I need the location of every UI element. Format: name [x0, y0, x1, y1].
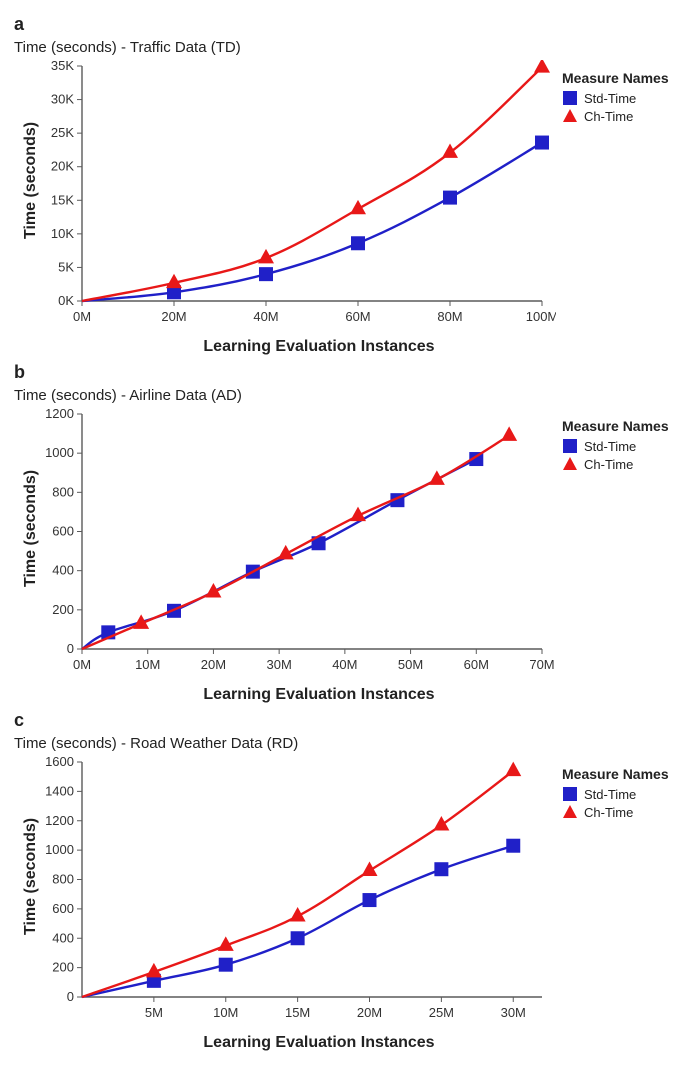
- plot-area: Time (seconds) 0K 5K 10K 15K 20K 25K 30K 35K 0M…: [8, 60, 556, 356]
- svg-text:1600: 1600: [45, 756, 74, 769]
- svg-text:0K: 0K: [58, 293, 74, 308]
- svg-text:100M: 100M: [526, 309, 556, 324]
- svg-text:0M: 0M: [73, 657, 91, 672]
- svg-text:10M: 10M: [213, 1005, 238, 1020]
- figure-root: a Time (seconds) - Traffic Data (TD) Tim…: [8, 14, 677, 1052]
- svg-text:50M: 50M: [398, 657, 423, 672]
- square-icon: [562, 438, 578, 454]
- legend: Measure Names Std-Time Ch-Time: [562, 408, 685, 474]
- svg-text:1200: 1200: [45, 813, 74, 828]
- panel-subtitle: Time (seconds) - Road Weather Data (RD): [14, 735, 677, 752]
- legend-item-label: Std-Time: [584, 91, 636, 106]
- y-axis-label: Time (seconds): [22, 121, 40, 238]
- svg-text:1000: 1000: [45, 445, 74, 460]
- legend-title: Measure Names: [562, 418, 685, 434]
- svg-text:10M: 10M: [135, 657, 160, 672]
- svg-text:400: 400: [52, 930, 74, 945]
- plot-area: Time (seconds) 0 200 400 600 800 1000 1200 1400…: [8, 756, 556, 1052]
- svg-text:40M: 40M: [253, 309, 278, 324]
- legend-item-ch: Ch-Time: [562, 804, 685, 820]
- chart-svg: 0K 5K 10K 15K 20K 25K 30K 35K 0M 20M 40M 60M 80M 100…: [8, 60, 556, 331]
- svg-text:5K: 5K: [58, 259, 74, 274]
- panel-a: a Time (seconds) - Traffic Data (TD) Tim…: [8, 14, 677, 356]
- svg-text:0M: 0M: [73, 309, 91, 324]
- square-icon: [562, 786, 578, 802]
- svg-text:20M: 20M: [201, 657, 226, 672]
- legend: Measure Names Std-Time Ch-Time: [562, 60, 685, 126]
- svg-text:20M: 20M: [161, 309, 186, 324]
- legend-item-label: Ch-Time: [584, 805, 633, 820]
- panel-c: c Time (seconds) - Road Weather Data (RD…: [8, 710, 677, 1052]
- legend-item-ch: Ch-Time: [562, 108, 685, 124]
- svg-text:80M: 80M: [437, 309, 462, 324]
- svg-text:1400: 1400: [45, 783, 74, 798]
- panel-letter: c: [14, 710, 677, 731]
- svg-text:1200: 1200: [45, 408, 74, 421]
- svg-text:800: 800: [52, 872, 74, 887]
- triangle-icon: [562, 456, 578, 472]
- svg-text:800: 800: [52, 484, 74, 499]
- svg-text:25K: 25K: [51, 125, 74, 140]
- svg-text:5M: 5M: [145, 1005, 163, 1020]
- svg-text:200: 200: [52, 602, 74, 617]
- svg-text:30K: 30K: [51, 92, 74, 107]
- svg-text:1000: 1000: [45, 842, 74, 857]
- svg-text:600: 600: [52, 524, 74, 539]
- svg-text:25M: 25M: [429, 1005, 454, 1020]
- chart-svg: 0 200 400 600 800 1000 1200 1400 1600 5M 10M 15M 20…: [8, 756, 556, 1027]
- chart-svg: 0 200 400 600 800 1000 1200 0M 10M 20M 30M 40M 50M 6…: [8, 408, 556, 679]
- svg-text:60M: 60M: [464, 657, 489, 672]
- svg-text:15K: 15K: [51, 192, 74, 207]
- legend-title: Measure Names: [562, 70, 685, 86]
- svg-text:35K: 35K: [51, 60, 74, 73]
- legend-item-std: Std-Time: [562, 438, 685, 454]
- svg-text:40M: 40M: [332, 657, 357, 672]
- legend-item-std: Std-Time: [562, 90, 685, 106]
- legend-item-label: Ch-Time: [584, 457, 633, 472]
- x-axis-label: Learning Evaluation Instances: [8, 1034, 556, 1052]
- legend-item-label: Std-Time: [584, 787, 636, 802]
- x-axis-label: Learning Evaluation Instances: [8, 338, 556, 356]
- svg-text:20K: 20K: [51, 159, 74, 174]
- square-icon: [562, 90, 578, 106]
- x-axis-label: Learning Evaluation Instances: [8, 686, 556, 704]
- svg-text:0: 0: [67, 641, 74, 656]
- legend: Measure Names Std-Time Ch-Time: [562, 756, 685, 822]
- svg-text:60M: 60M: [345, 309, 370, 324]
- svg-text:0: 0: [67, 989, 74, 1004]
- panel-letter: a: [14, 14, 677, 35]
- triangle-icon: [562, 108, 578, 124]
- panel-letter: b: [14, 362, 677, 383]
- legend-title: Measure Names: [562, 766, 685, 782]
- plot-area: Time (seconds) 0 200 400 600 800 1000 1200 0M 1…: [8, 408, 556, 704]
- panel-b: b Time (seconds) - Airline Data (AD) Tim…: [8, 362, 677, 704]
- svg-text:30M: 30M: [266, 657, 291, 672]
- svg-text:600: 600: [52, 901, 74, 916]
- panel-subtitle: Time (seconds) - Airline Data (AD): [14, 387, 677, 404]
- legend-item-label: Std-Time: [584, 439, 636, 454]
- legend-item-std: Std-Time: [562, 786, 685, 802]
- svg-text:10K: 10K: [51, 226, 74, 241]
- svg-text:20M: 20M: [357, 1005, 382, 1020]
- svg-text:15M: 15M: [285, 1005, 310, 1020]
- y-axis-label: Time (seconds): [22, 469, 40, 586]
- svg-text:200: 200: [52, 960, 74, 975]
- legend-item-ch: Ch-Time: [562, 456, 685, 472]
- svg-text:400: 400: [52, 563, 74, 578]
- triangle-icon: [562, 804, 578, 820]
- y-axis-label: Time (seconds): [22, 817, 40, 934]
- panel-subtitle: Time (seconds) - Traffic Data (TD): [14, 39, 677, 56]
- legend-item-label: Ch-Time: [584, 109, 633, 124]
- svg-text:70M: 70M: [529, 657, 554, 672]
- svg-text:30M: 30M: [501, 1005, 526, 1020]
